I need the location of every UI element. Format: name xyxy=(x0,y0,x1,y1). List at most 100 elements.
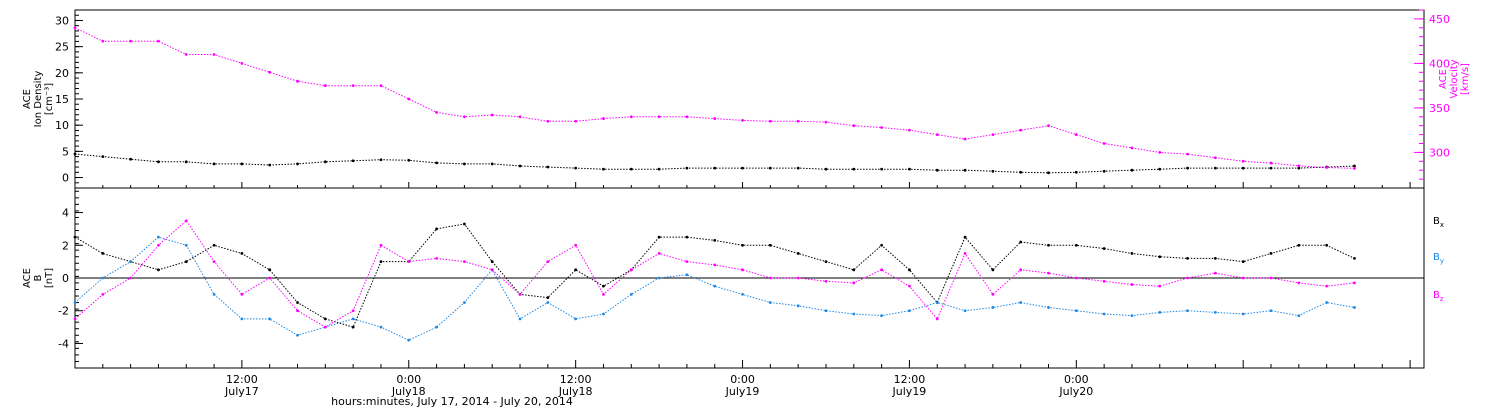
data-point xyxy=(212,243,216,247)
data-point xyxy=(852,167,856,171)
data-point xyxy=(351,317,355,321)
data-point xyxy=(268,163,272,167)
data-point xyxy=(657,167,661,171)
x-tick-time-label: 0:00 xyxy=(730,373,755,386)
data-point xyxy=(379,325,383,329)
x-tick-date-label: July19 xyxy=(725,385,760,398)
data-point xyxy=(908,128,911,132)
data-point xyxy=(1269,252,1273,255)
data-point xyxy=(1353,164,1356,168)
data-point xyxy=(685,166,689,170)
data-point xyxy=(296,333,299,337)
data-point xyxy=(880,167,884,171)
data-point xyxy=(490,162,494,166)
data-point xyxy=(741,268,744,272)
data-point xyxy=(935,301,939,304)
y2-tick-label: 350 xyxy=(1429,102,1450,115)
data-point xyxy=(796,276,800,280)
x-tick-time-label: 0:00 xyxy=(1064,373,1089,386)
data-point xyxy=(1130,314,1134,318)
data-point xyxy=(490,268,494,272)
data-point xyxy=(212,162,216,166)
data-point xyxy=(1130,283,1134,286)
data-point xyxy=(963,137,967,141)
data-point xyxy=(296,79,299,83)
data-point xyxy=(685,260,689,264)
data-point xyxy=(157,160,160,164)
x-tick-date-label: July18 xyxy=(558,385,593,398)
data-point xyxy=(935,168,939,172)
panel-frame xyxy=(74,9,1425,189)
bottom-panel-magnetic-field: -4 -2 0 2 4 ACE B [nT] Bx By Bz xyxy=(22,187,1444,369)
data-point xyxy=(379,84,383,88)
data-point xyxy=(991,169,995,173)
x-tick-time-label: 12:00 xyxy=(560,373,592,386)
data-point xyxy=(880,126,884,129)
data-point xyxy=(157,235,160,239)
data-point xyxy=(1353,256,1356,260)
data-point xyxy=(685,235,689,239)
data-point xyxy=(323,325,327,329)
data-point xyxy=(741,166,744,170)
series-line-By xyxy=(74,236,1355,341)
data-point xyxy=(101,276,105,280)
x-tick-time-label: 0:00 xyxy=(396,373,421,386)
data-point xyxy=(1297,314,1301,318)
data-point xyxy=(796,304,800,308)
data-point xyxy=(157,268,160,272)
y-tick-label: 20 xyxy=(55,67,69,80)
data-point xyxy=(268,317,272,321)
data-point xyxy=(1213,256,1217,260)
y-axis-label: ACE xyxy=(22,89,33,109)
data-point xyxy=(351,325,355,329)
data-point xyxy=(908,284,911,288)
data-point xyxy=(629,292,633,296)
data-point xyxy=(101,39,105,43)
legend-item-Bz: Bz xyxy=(1433,290,1444,303)
data-point xyxy=(546,119,550,123)
data-point xyxy=(268,70,272,74)
y-tick-label: 4 xyxy=(62,207,69,220)
data-point xyxy=(796,252,800,255)
data-point xyxy=(1325,166,1329,169)
data-point xyxy=(240,292,244,296)
data-point xyxy=(768,301,772,304)
data-point xyxy=(435,227,438,231)
data-point xyxy=(908,167,911,171)
data-point xyxy=(1186,152,1189,156)
x-tick-date-label: July18 xyxy=(391,385,426,398)
data-point xyxy=(880,268,884,272)
data-point xyxy=(240,252,244,255)
y-axis-label: [cm⁻³] xyxy=(44,83,55,115)
data-point xyxy=(1074,276,1078,280)
data-point xyxy=(1325,284,1329,288)
data-point xyxy=(546,260,550,264)
data-point xyxy=(463,222,466,226)
data-point xyxy=(296,162,299,166)
data-point xyxy=(1186,309,1189,313)
data-point xyxy=(908,309,911,313)
data-point xyxy=(1047,124,1050,128)
data-point xyxy=(1213,166,1217,170)
data-point xyxy=(1325,243,1329,247)
legend-item-By: By xyxy=(1433,252,1444,265)
data-point xyxy=(1213,310,1217,314)
data-point xyxy=(602,117,605,120)
data-point xyxy=(296,301,299,304)
y-axis-label: B xyxy=(33,274,44,281)
data-point xyxy=(1158,284,1162,288)
data-point xyxy=(518,317,522,321)
legend-subscript: x xyxy=(1440,221,1444,229)
y-tick-label: 0 xyxy=(62,272,69,285)
data-point xyxy=(824,167,828,171)
data-point xyxy=(1158,255,1162,259)
data-point xyxy=(1074,170,1078,174)
data-point xyxy=(1297,164,1301,168)
data-point xyxy=(1019,268,1023,272)
data-point xyxy=(1074,243,1078,247)
data-point xyxy=(463,260,466,264)
x-tick-time-label: 12:00 xyxy=(226,373,258,386)
data-point xyxy=(574,317,578,321)
data-point xyxy=(129,260,133,264)
data-point xyxy=(351,159,355,163)
